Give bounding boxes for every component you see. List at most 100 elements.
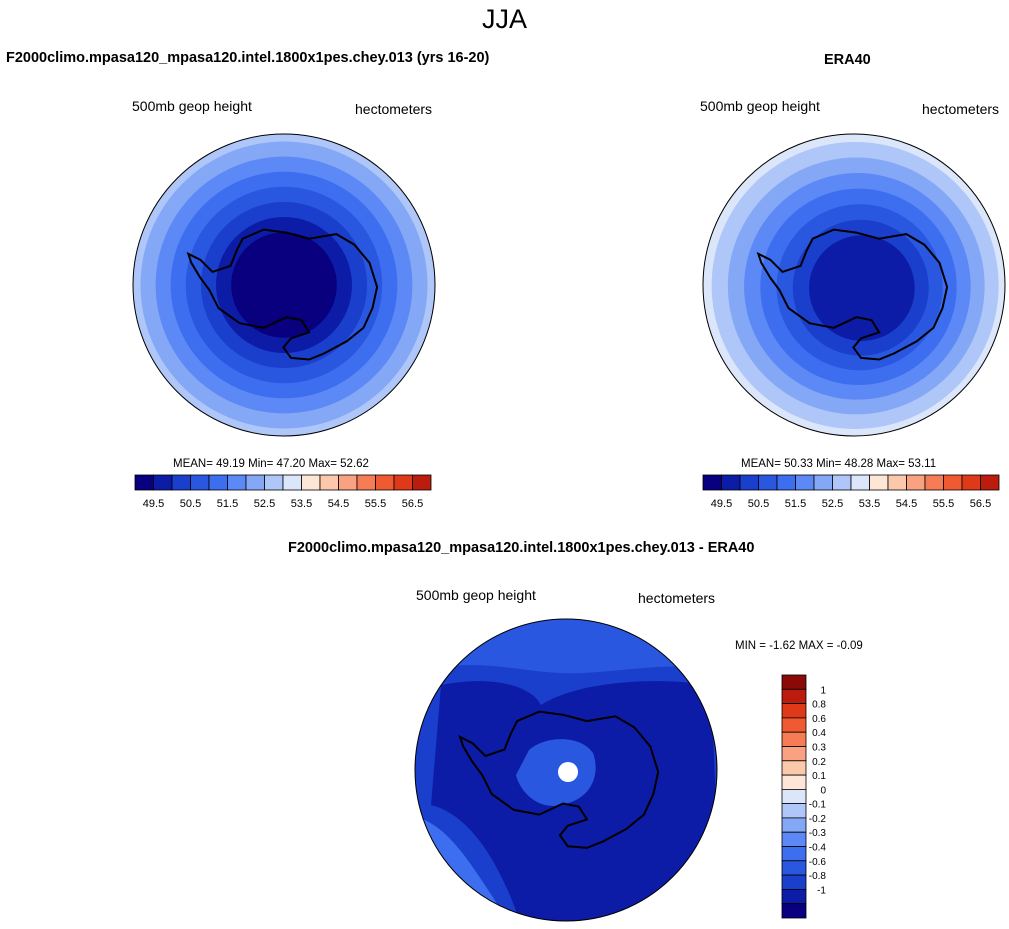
diff-colorbar-tick: -0.8 <box>809 871 827 882</box>
model-colorbar-box <box>356 474 376 491</box>
diff-colorbar-tick: -0.2 <box>809 814 827 825</box>
diff-variable-label: 500mb geop height <box>416 587 536 603</box>
model-colorbar-box <box>227 474 247 491</box>
obs-stats: MEAN= 50.33 Min= 48.28 Max= 53.11 <box>741 458 937 470</box>
obs-colorbar-box <box>758 474 778 491</box>
diff-colorbar-tick: 0.4 <box>812 728 826 739</box>
obs-colorbar-box <box>924 474 944 491</box>
model-colorbar-box <box>338 474 358 491</box>
diff-colorbar-tick: 1 <box>820 685 826 696</box>
obs-colorbar-box <box>850 474 870 491</box>
model-map-border <box>132 133 436 437</box>
model-colorbar-tick: 52.5 <box>254 498 275 510</box>
diff-units-label: hectometers <box>638 590 716 606</box>
model-contour-band-7 <box>231 232 337 338</box>
diff-colorbar-box <box>781 774 807 790</box>
obs-contour-band-7 <box>809 235 915 341</box>
diff-colorbar-box <box>781 860 807 876</box>
diff-colorbar-box <box>781 688 807 705</box>
diff-colorbar-tick: -0.1 <box>809 800 827 811</box>
model-colorbar-box <box>245 474 265 491</box>
model-colorbar-tick: 53.5 <box>291 498 312 510</box>
model-polar-map <box>132 133 436 437</box>
obs-colorbar: 49.5 50.5 51.5 52.5 53.5 54.5 55.5 56.5 <box>702 474 1000 510</box>
diff-colorbar-box <box>781 760 807 776</box>
diff-map-border <box>414 618 718 922</box>
diff-colorbar-box <box>781 789 807 805</box>
obs-coastline <box>756 228 949 361</box>
diff-colorbar: 1 0.8 0.6 0.4 0.3 0.2 0.1 0 -0.1 -0.2 -0.3 -0.4 -0.6… <box>781 674 827 919</box>
obs-colorbar-box <box>887 474 907 491</box>
model-units-label: hectometers <box>355 101 433 117</box>
obs-colorbar-box <box>869 474 889 491</box>
obs-colorbar-box <box>739 474 759 491</box>
model-coastline <box>186 228 379 361</box>
diff-colorbar-tick: -0.4 <box>809 843 827 854</box>
diff-stats: MIN = -1.62 MAX = -0.09 <box>735 640 863 652</box>
obs-variable-label: 500mb geop height <box>700 98 820 114</box>
diff-colorbar-tick: 0.3 <box>812 743 826 754</box>
obs-colorbar-tick: 52.5 <box>822 498 843 510</box>
model-colorbar-box <box>375 474 395 491</box>
diff-colorbar-box <box>781 731 807 747</box>
diff-colorbar-box <box>781 674 807 690</box>
obs-colorbar-box <box>813 474 833 491</box>
model-colorbar-box <box>171 474 191 491</box>
model-panel-title: F2000climo.mpasa120_mpasa120.intel.1800x… <box>6 50 490 66</box>
diff-colorbar-box <box>781 817 807 833</box>
model-colorbar-tick: 54.5 <box>328 498 349 510</box>
diff-colorbar-box <box>781 803 807 819</box>
model-colorbar-box <box>264 474 284 491</box>
obs-polar-map <box>702 133 1006 437</box>
obs-colorbar-box <box>906 474 926 491</box>
diff-pole-missing <box>558 762 578 782</box>
diff-colorbar-tick: 0.2 <box>812 757 826 768</box>
model-colorbar-box <box>190 474 210 491</box>
model-colorbar-box <box>319 474 339 491</box>
diff-colorbar-tick: 0.6 <box>812 714 826 725</box>
model-colorbar-box <box>134 474 154 491</box>
diff-colorbar-box <box>781 874 807 890</box>
diff-colorbar-tick: -0.6 <box>809 857 827 868</box>
diff-region-pole <box>516 739 596 806</box>
obs-colorbar-tick: 53.5 <box>859 498 880 510</box>
diff-coastline <box>458 710 660 849</box>
obs-colorbar-tick: 55.5 <box>933 498 954 510</box>
obs-colorbar-box <box>961 474 981 491</box>
model-colorbar-tick: 55.5 <box>365 498 386 510</box>
model-colorbar-tick: 50.5 <box>180 498 201 510</box>
figure-title: JJA <box>481 4 527 34</box>
obs-map-border <box>702 133 1006 437</box>
model-colorbar-tick: 51.5 <box>217 498 238 510</box>
obs-colorbar-tick: 50.5 <box>748 498 769 510</box>
diff-colorbar-box <box>781 903 807 919</box>
diff-colorbar-tick: -1 <box>817 885 826 896</box>
obs-colorbar-box <box>721 474 741 491</box>
obs-units-label: hectometers <box>922 101 1000 117</box>
obs-colorbar-tick: 54.5 <box>896 498 917 510</box>
diff-colorbar-tick: 0.1 <box>812 771 826 782</box>
obs-colorbar-box <box>832 474 852 491</box>
model-colorbar: 49.5 50.5 51.5 52.5 53.5 54.5 55.5 56.5 <box>134 474 432 510</box>
diff-region-main <box>431 681 717 921</box>
diff-colorbar-tick: 0.8 <box>812 700 826 711</box>
model-colorbar-box <box>208 474 228 491</box>
model-colorbar-box <box>301 474 321 491</box>
diff-colorbar-tick: 0 <box>820 785 826 796</box>
obs-colorbar-box <box>702 474 722 491</box>
model-colorbar-box <box>282 474 302 491</box>
diff-panel-title: F2000climo.mpasa120_mpasa120.intel.1800x… <box>288 540 755 556</box>
model-stats: MEAN= 49.19 Min= 47.20 Max= 52.62 <box>173 458 369 470</box>
diff-colorbar-box <box>781 888 807 905</box>
obs-colorbar-box <box>795 474 815 491</box>
model-colorbar-box <box>393 474 413 491</box>
obs-colorbar-tick: 49.5 <box>711 498 732 510</box>
diff-colorbar-box <box>781 703 807 719</box>
diff-colorbar-box <box>781 846 807 862</box>
obs-colorbar-tick: 56.5 <box>970 498 991 510</box>
obs-colorbar-box <box>776 474 796 491</box>
diff-colorbar-tick: -0.3 <box>809 828 827 839</box>
model-colorbar-box <box>153 474 173 491</box>
diff-polar-map <box>414 618 718 922</box>
diff-colorbar-box <box>781 717 807 733</box>
